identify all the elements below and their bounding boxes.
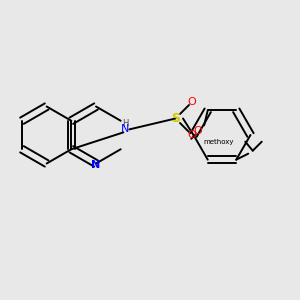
Text: N: N bbox=[92, 160, 100, 170]
Text: O: O bbox=[188, 97, 196, 107]
Text: S: S bbox=[171, 112, 180, 125]
Text: O: O bbox=[188, 130, 196, 140]
Text: H: H bbox=[122, 119, 128, 128]
Text: N: N bbox=[121, 124, 129, 134]
Text: O: O bbox=[193, 126, 202, 136]
Text: methoxy: methoxy bbox=[203, 139, 233, 145]
